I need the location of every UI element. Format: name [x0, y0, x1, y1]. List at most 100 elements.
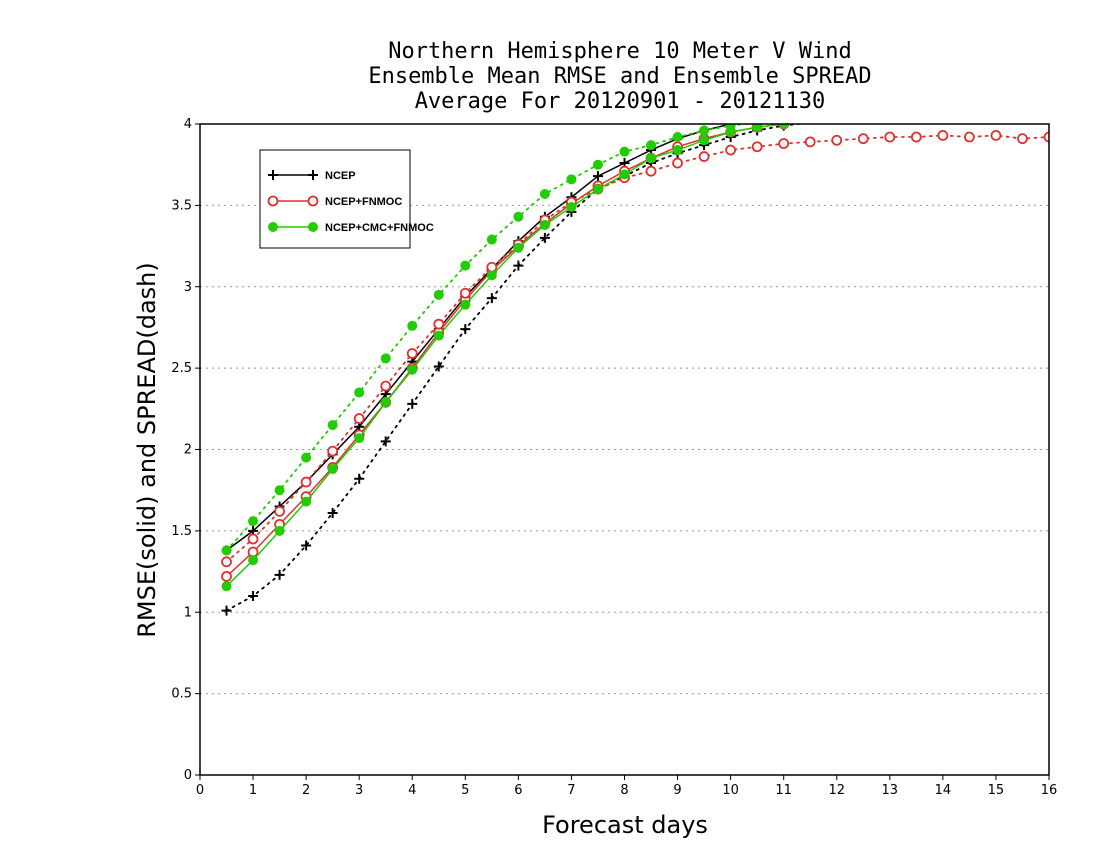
spread-point-ncep-fnmoc [327, 445, 339, 457]
spread-point-ncep-cmc-fnmoc [380, 353, 391, 364]
rmse-point-ncep-cmc-fnmoc [672, 145, 683, 156]
spread-point-ncep-cmc-fnmoc [460, 260, 471, 271]
series-ncep-cmc-fnmoc [221, 124, 790, 592]
rmse-point-ncep-cmc-fnmoc [274, 525, 285, 536]
legend-item-ncep: NCEP [268, 170, 356, 182]
spread-point-ncep [380, 436, 391, 447]
chart-title-line-2: Ensemble Mean RMSE and Ensemble SPREAD [368, 64, 871, 89]
x-tick-label: 13 [882, 783, 899, 798]
series-layer [221, 124, 1049, 616]
spread-point-ncep [539, 232, 550, 243]
rmse-line-ncep-cmc-fnmoc [226, 124, 790, 587]
spread-point-ncep-fnmoc [221, 556, 232, 568]
spread-point-ncep-fnmoc [300, 476, 312, 488]
rmse-point-ncep [592, 171, 603, 182]
spread-point-ncep-fnmoc [990, 129, 1002, 141]
spread-point-ncep-fnmoc [937, 129, 949, 141]
spread-point-ncep-cmc-fnmoc [566, 174, 577, 185]
x-tick-label: 5 [461, 783, 469, 798]
spread-line-ncep-fnmoc [225, 134, 1049, 563]
spread-point-ncep [274, 569, 285, 580]
spread-point-ncep-fnmoc [353, 413, 365, 424]
spread-point-ncep [327, 507, 338, 518]
spread-line-ncep-cmc-fnmoc [225, 124, 752, 552]
spread-point-ncep-fnmoc [884, 131, 896, 143]
x-tick-label: 16 [1041, 783, 1058, 798]
spread-line-ncep [225, 124, 805, 612]
legend-marker [307, 195, 319, 207]
spread-point-ncep [354, 473, 365, 484]
legend-marker [308, 222, 318, 232]
y-tick-label: 1.5 [171, 524, 192, 539]
rmse-point-ncep-cmc-fnmoc [327, 464, 338, 475]
legend-item-ncep-fnmoc: NCEP+FNMOC [267, 195, 402, 208]
y-tick-label: 0.5 [171, 687, 192, 702]
rmse-point-ncep-cmc-fnmoc [433, 330, 444, 341]
spread-point-ncep-fnmoc [1017, 133, 1028, 145]
x-tick-label: 2 [302, 783, 310, 798]
spread-point-ncep-cmc-fnmoc [486, 234, 497, 245]
x-tick-label: 3 [355, 783, 363, 798]
spread-point-ncep-cmc-fnmoc [646, 140, 657, 151]
spread-point-ncep [221, 605, 232, 616]
spread-point-ncep [486, 293, 497, 304]
rmse-point-ncep-cmc-fnmoc [486, 270, 497, 281]
y-tick-label: 2 [184, 443, 192, 458]
chart-title-line-1: Northern Hemisphere 10 Meter V Wind [388, 39, 852, 64]
rmse-point-ncep-cmc-fnmoc [354, 433, 365, 444]
spread-point-ncep-fnmoc [274, 505, 285, 517]
spread-point-ncep-cmc-fnmoc [592, 159, 603, 170]
legend: NCEP NCEP+FNMOC NCEP+CMC+FNMOC [259, 149, 434, 249]
rmse-point-ncep-cmc-fnmoc [778, 124, 789, 129]
spread-point-ncep-fnmoc [380, 380, 392, 392]
legend-marker [268, 170, 278, 180]
spread-point-ncep-cmc-fnmoc [301, 452, 312, 463]
rmse-point-ncep-cmc-fnmoc [646, 153, 657, 164]
x-tick-label: 15 [988, 783, 1005, 798]
rmse-point-ncep-cmc-fnmoc [566, 202, 577, 213]
y-tick-label: 1 [184, 605, 192, 620]
spread-point-ncep [407, 398, 418, 409]
legend-label: NCEP+FNMOC [325, 196, 402, 208]
x-tick-label: 6 [514, 783, 522, 798]
y-tick-label: 3 [184, 280, 192, 295]
spread-point-ncep [433, 361, 444, 372]
x-tick-label: 4 [408, 783, 416, 798]
spread-point-ncep-cmc-fnmoc [699, 125, 710, 136]
spread-point-ncep-fnmoc [964, 131, 975, 143]
y-tick-label: 0 [184, 768, 192, 783]
spread-point-ncep-fnmoc [433, 318, 445, 330]
spread-point-ncep [248, 590, 259, 601]
axis-ticks: 00.511.522.533.540 1 2 3 4 5 6 7 8 9 10 11 12 13 14 15 1… [171, 117, 1057, 798]
legend-marker [308, 170, 318, 180]
spread-point-ncep-cmc-fnmoc [248, 516, 259, 527]
x-axis-label: Forecast days [542, 811, 708, 839]
spread-point-ncep-fnmoc [725, 144, 737, 156]
spread-point-ncep-fnmoc [698, 151, 710, 162]
spread-point-ncep-fnmoc [831, 134, 843, 146]
legend-item-ncep-cmc-fnmoc: NCEP+CMC+FNMOC [268, 222, 434, 234]
legend-marker [267, 195, 279, 207]
x-tick-label: 8 [620, 783, 628, 798]
rmse-point-ncep-fnmoc [221, 571, 232, 582]
spread-point-ncep [513, 260, 524, 271]
spread-point-ncep [460, 324, 471, 335]
spread-point-ncep-cmc-fnmoc [354, 387, 365, 398]
spread-point-ncep-fnmoc [406, 348, 418, 359]
y-tick-label: 4 [184, 117, 192, 132]
rmse-point-ncep-cmc-fnmoc [592, 184, 603, 195]
x-tick-label: 1 [249, 783, 257, 798]
x-tick-label: 14 [935, 783, 952, 798]
spread-point-ncep-cmc-fnmoc [619, 146, 630, 157]
legend-box [259, 149, 411, 249]
spread-point-ncep-cmc-fnmoc [672, 132, 683, 143]
legend-label: NCEP [325, 170, 356, 182]
x-tick-label: 0 [196, 783, 204, 798]
rmse-line-ncep-fnmoc [226, 124, 790, 577]
x-tick-label: 7 [567, 783, 575, 798]
x-tick-label: 11 [775, 783, 792, 798]
rmse-point-ncep-cmc-fnmoc [301, 496, 312, 507]
spread-point-ncep-cmc-fnmoc [513, 211, 524, 222]
y-axis-label: RMSE(solid) and SPREAD(dash) [133, 262, 161, 638]
